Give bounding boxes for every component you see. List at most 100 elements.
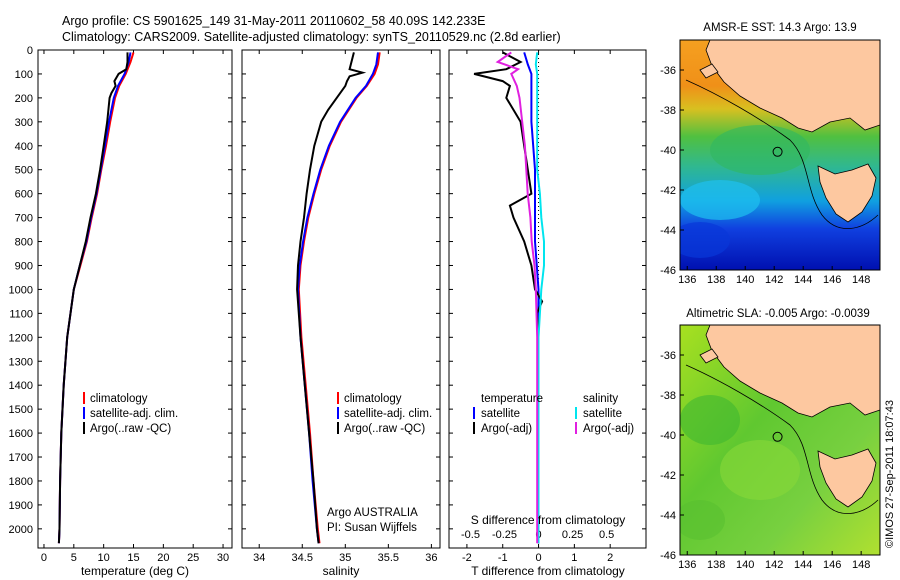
sla-map-frame [679, 324, 881, 556]
sst-patch [680, 180, 760, 220]
map-y-tick-label: -38 [660, 105, 676, 117]
x-tick-label: 20 [157, 552, 169, 564]
x-tick-label: 35.5 [378, 552, 399, 564]
depth-tick-label: 1200 [9, 332, 33, 344]
legend-label-satellite: satellite-adj. clim. [344, 408, 432, 420]
legend-label-s-satellite: satellite [583, 408, 622, 420]
salinity-panel-frame [241, 49, 441, 549]
sst-map: AMSR-E SST: 14.3 Argo: 13.9 136 138 140 142… [660, 22, 881, 286]
depth-tick-label: 600 [15, 189, 33, 201]
depth-tick-label: 1700 [9, 452, 33, 464]
legend-label-satellite: satellite-adj. clim. [90, 408, 178, 420]
map-x-tick-label: 136 [678, 559, 696, 571]
map-y-tick-label: -36 [660, 65, 676, 77]
map-x-tick-label: 144 [794, 274, 812, 286]
map-y-tick-label: -44 [660, 510, 676, 522]
depth-tick-label: 1100 [9, 308, 33, 320]
sla-map-ticks: 136 138 140 142 144 146 148 -36 -38 -40 -42 -44 -46 [660, 350, 870, 571]
depth-tick-label: 100 [15, 69, 33, 81]
depth-tick-label: 300 [15, 117, 33, 129]
x-tick-label: 5 [71, 552, 77, 564]
imos-credit: ©IMOS 27-Sep-2011 18:07:43 [884, 400, 896, 548]
depth-tick-label: 1800 [9, 476, 33, 488]
x-tick-label: 0 [535, 552, 541, 564]
sla-map-title: Altimetric SLA: -0.005 Argo: -0.0039 [686, 308, 869, 320]
legend-label-argo: Argo(..raw -QC) [90, 423, 171, 435]
argo-australia-label: Argo AUSTRALIA [327, 507, 418, 519]
map-x-tick-label: 148 [852, 559, 870, 571]
temperature-xlabel: temperature (deg C) [81, 564, 189, 578]
map-x-tick-label: 144 [794, 559, 812, 571]
profile-panels: 0 5 10 15 20 25 30 34 34.5 35 35.5 36 -2 -1 0 1 2 -0.5 -0.… [41, 50, 614, 564]
temperature-panel-frame [37, 49, 233, 549]
s-diff-tick-label: 0.25 [562, 529, 583, 541]
depth-tick-label: 1400 [9, 380, 33, 392]
x-tick-label: -1 [498, 552, 508, 564]
depth-tick-label: 400 [15, 141, 33, 153]
map-x-tick-label: 146 [823, 274, 841, 286]
map-y-tick-label: -38 [660, 390, 676, 402]
map-y-tick-label: -46 [660, 550, 676, 562]
salinity-xlabel: salinity [323, 564, 360, 578]
series-line-sal_satellite [534, 52, 545, 544]
x-tick-label: 35 [339, 552, 351, 564]
map-x-tick-label: 146 [823, 559, 841, 571]
depth-tick-label: 500 [15, 165, 33, 177]
map-y-tick-label: -46 [660, 265, 676, 277]
pi-label: PI: Susan Wijffels [327, 522, 417, 534]
legend-title-temperature: temperature [481, 393, 543, 405]
series-line-argo [296, 52, 367, 544]
isobath-line [685, 364, 879, 514]
s-diff-tick-label: -0.25 [492, 529, 517, 541]
header-line-2: Climatology: CARS2009. Satellite-adjuste… [62, 30, 561, 44]
x-tick-label: -2 [462, 552, 472, 564]
tasmania-land [817, 163, 877, 223]
series-line-satellite [296, 52, 379, 544]
sla-patch [680, 395, 740, 445]
sst-map-frame [679, 39, 881, 271]
map-x-tick-label: 140 [736, 559, 754, 571]
depth-tick-label: 1900 [9, 500, 33, 512]
x-tick-label: 0 [41, 552, 47, 564]
legend-label-climatology: climatology [90, 393, 148, 405]
depth-tick-label: 800 [15, 237, 33, 249]
s-diff-tick-label: 0.5 [599, 529, 614, 541]
x-tick-label: 25 [187, 552, 199, 564]
map-y-tick-label: -36 [660, 350, 676, 362]
difference-panel-frame [448, 49, 647, 549]
depth-tick-label: 1300 [9, 356, 33, 368]
legend-label-climatology: climatology [344, 393, 402, 405]
depth-tick-label: 1600 [9, 428, 33, 440]
sst-patch [710, 125, 810, 175]
float-position-marker [772, 431, 783, 442]
series-line-argo [57, 52, 129, 544]
map-x-tick-label: 148 [852, 274, 870, 286]
depth-tick-label: 700 [15, 213, 33, 225]
sla-map: Altimetric SLA: -0.005 Argo: -0.0039 136… [660, 308, 881, 571]
legend-label-t-argo: Argo(-adj) [481, 423, 532, 435]
x-tick-label: 34.5 [292, 552, 313, 564]
header-line-1: Argo profile: CS 5901625_149 31-May-2011… [62, 14, 486, 28]
x-tick-label: 10 [98, 552, 110, 564]
legend-label-t-satellite: satellite [481, 408, 520, 420]
sst-map-title: AMSR-E SST: 14.3 Argo: 13.9 [703, 22, 856, 34]
isobath-line [685, 79, 879, 229]
tasmania-land [817, 448, 877, 508]
map-y-tick-label: -40 [660, 145, 676, 157]
temperature-legend: climatology satellite-adj. clim. Argo(..… [83, 392, 178, 435]
x-tick-label: 1 [571, 552, 577, 564]
salinity-legend: climatology satellite-adj. clim. Argo(..… [337, 392, 432, 435]
map-x-tick-label: 142 [765, 559, 783, 571]
sla-patch [680, 500, 725, 540]
map-y-tick-label: -42 [660, 185, 676, 197]
depth-axis: 0 100 200 300 400 500 600 700 800 900 1000 1100 1200… [9, 45, 646, 536]
depth-tick-label: 1000 [9, 284, 33, 296]
x-tick-label: 15 [127, 552, 139, 564]
island-land [699, 348, 719, 364]
depth-tick-label: 1500 [9, 404, 33, 416]
map-y-tick-label: -42 [660, 470, 676, 482]
depth-tick-label: 200 [15, 93, 33, 105]
map-x-tick-label: 140 [736, 274, 754, 286]
x-tick-label: 30 [217, 552, 229, 564]
